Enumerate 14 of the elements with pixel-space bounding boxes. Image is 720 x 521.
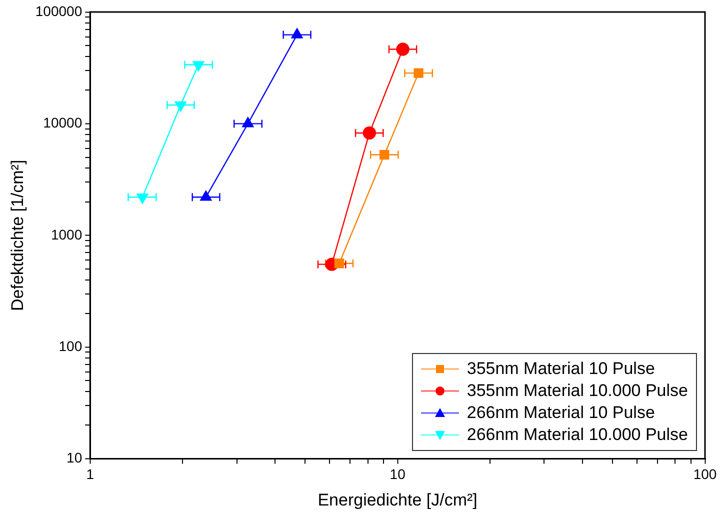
y-tick-label: 100000 [35, 2, 82, 19]
y-axis-title: Defektdichte [1/cm²] [8, 160, 27, 311]
legend-label: 266nm Material 10 Pulse [466, 402, 655, 424]
x-axis-title: Energiedichte [J/cm²] [318, 490, 478, 510]
x-tick-label: 10 [390, 466, 406, 482]
y-tick-label: 100 [58, 338, 82, 354]
legend-label: 355nm Material 10.000 Pulse [466, 380, 688, 402]
x-tick-label: 100 [693, 466, 717, 482]
y-tick-label: 10000 [43, 114, 82, 131]
legend-label: 266nm Material 10.000 Pulse [466, 424, 688, 446]
x-tick-label: 1 [86, 466, 94, 482]
y-tick-label: 10 [66, 450, 82, 466]
legend-label: 355nm Material 10 Pulse [466, 358, 655, 380]
y-tick-label: 1000 [50, 226, 82, 242]
